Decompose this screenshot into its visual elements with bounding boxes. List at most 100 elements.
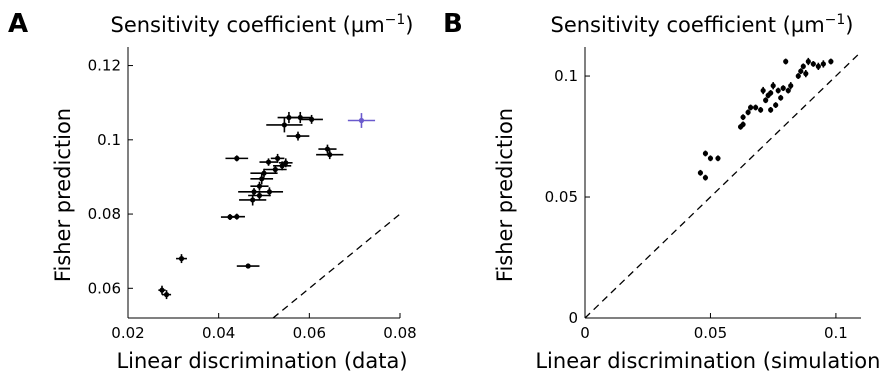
panel-b-point bbox=[773, 102, 779, 108]
panel-a-point bbox=[300, 114, 323, 124]
panel-a-point bbox=[266, 117, 303, 133]
panel-b-point-marker bbox=[770, 83, 776, 89]
panel-b-point-marker bbox=[773, 102, 779, 108]
panel-b-point bbox=[740, 121, 746, 128]
panel-b-point bbox=[760, 86, 766, 95]
panel-a-point bbox=[318, 144, 337, 154]
panel-b-point bbox=[775, 87, 781, 94]
panel-a-point bbox=[250, 168, 278, 178]
panel-b-point bbox=[820, 60, 826, 68]
panel-a-y-tick-label: 0.06 bbox=[88, 279, 121, 297]
panel-a-point bbox=[278, 158, 293, 168]
panel-b-identity-line bbox=[584, 51, 862, 319]
panel-a-point-marker bbox=[256, 192, 263, 199]
panel-a-point-marker bbox=[261, 170, 267, 176]
panel-b-point-marker bbox=[815, 63, 821, 69]
panel-a-point-marker bbox=[295, 133, 301, 139]
panel-b-point-marker bbox=[778, 95, 784, 101]
panel-b-point bbox=[707, 155, 714, 162]
panel-b-point-marker bbox=[697, 170, 704, 176]
panel-b-point bbox=[697, 169, 704, 176]
panel-b-point bbox=[748, 104, 754, 111]
panel-b-point-marker bbox=[740, 114, 746, 120]
panel-a-point bbox=[225, 155, 249, 162]
panel-b-point-marker bbox=[800, 63, 806, 69]
panel-a-point-marker bbox=[265, 159, 272, 165]
panel-b-point-marker bbox=[702, 175, 709, 181]
panel-a-letter: A bbox=[8, 9, 28, 39]
panel-b-point-marker bbox=[748, 104, 754, 111]
panel-b-y-tick-label: 0.1 bbox=[554, 67, 578, 85]
panel-a-x-tick-label: 0.02 bbox=[111, 324, 144, 342]
panel-a-point-marker bbox=[178, 256, 185, 262]
panel-b-xlabel: Linear discrimination (simulation) bbox=[535, 349, 882, 373]
panel-a-point bbox=[270, 153, 285, 163]
panel-b-point bbox=[815, 62, 821, 70]
panel-b-point-marker bbox=[788, 83, 794, 89]
panel-b-point bbox=[758, 107, 764, 113]
panel-a-point-marker bbox=[275, 155, 281, 161]
panel-b-point-marker bbox=[780, 85, 786, 91]
panel-b-y-tick-label: 0 bbox=[568, 309, 578, 327]
panel-b-point-marker bbox=[798, 68, 804, 74]
panel-b-y-tick-label: 0.05 bbox=[545, 188, 578, 206]
panel-b-ylabel: Fisher prediction bbox=[493, 108, 517, 282]
panel-b-point bbox=[740, 114, 746, 121]
panel-a-point bbox=[250, 181, 269, 191]
panel-b-point-marker bbox=[828, 58, 834, 65]
panel-a-point bbox=[259, 158, 278, 166]
panel-b-point-marker bbox=[805, 58, 811, 65]
panel-b-point-marker bbox=[760, 87, 766, 94]
panel-b-point bbox=[768, 107, 774, 113]
panel-a-point-marker bbox=[234, 155, 240, 161]
panel-a-point-marker bbox=[283, 160, 289, 166]
panel-a-point-marker bbox=[272, 166, 278, 173]
panel-a-point-marker bbox=[327, 152, 333, 158]
panel-a-point bbox=[158, 285, 166, 295]
panel-b-title: Sensitivity coefficient (µm−1) bbox=[551, 12, 854, 37]
panel-b-point bbox=[805, 57, 811, 66]
panel-b-point bbox=[783, 58, 789, 65]
panel-b-point bbox=[795, 73, 801, 79]
panel-a-y-tick-label: 0.12 bbox=[88, 57, 121, 75]
panel-b-point-marker bbox=[820, 61, 826, 67]
panel-a-x-tick-label: 0.08 bbox=[383, 324, 416, 342]
panel-b-x-tick-label: 0.05 bbox=[694, 324, 727, 342]
panel-b-point-marker bbox=[783, 58, 789, 65]
panel-b-point bbox=[715, 155, 721, 162]
panel-a-plot: 0.02 0.04 0.06 0.08 0.06 0.08 0.1 0.12 bbox=[88, 47, 417, 342]
panel-a-point bbox=[250, 173, 274, 185]
panel-b-point bbox=[763, 97, 769, 104]
panel-b-point bbox=[768, 90, 774, 96]
panel-b-x-tick-label: 0.1 bbox=[824, 324, 848, 342]
panel-a-point bbox=[236, 263, 260, 269]
panel-a-x-tick-label: 0.06 bbox=[293, 324, 326, 342]
panel-b-plot: 0 0.05 0.1 0 0.05 0.1 bbox=[545, 47, 862, 342]
panel-b-point-marker bbox=[795, 73, 801, 79]
panel-b-point bbox=[800, 63, 806, 70]
panel-a-point bbox=[288, 111, 312, 124]
panel-b-point-marker bbox=[775, 87, 781, 94]
panel-b-point bbox=[788, 82, 794, 90]
panel-b-point bbox=[778, 94, 784, 101]
panel-b-point bbox=[798, 68, 804, 75]
panel-b-point bbox=[780, 85, 786, 92]
panel-a-point-marker bbox=[281, 122, 287, 128]
panel-a-point-marker bbox=[279, 163, 285, 169]
panel-a-point-marker bbox=[159, 287, 165, 293]
panel-b-point-marker bbox=[745, 109, 751, 115]
panel-b-point bbox=[810, 61, 816, 67]
panel-b-letter: B bbox=[443, 9, 463, 39]
panel-b-point-marker bbox=[785, 87, 791, 94]
panel-b-point-marker bbox=[768, 90, 774, 96]
panel-b-point-marker bbox=[803, 71, 809, 77]
panel-a-point-marker bbox=[234, 214, 240, 220]
panel-a-point bbox=[316, 150, 344, 160]
panel-a-y-tick-label: 0.1 bbox=[97, 131, 121, 149]
panel-b-point-marker bbox=[763, 97, 769, 103]
panel-a-point bbox=[162, 290, 172, 300]
panel-a-point-marker bbox=[245, 263, 251, 269]
panel-a-point bbox=[286, 131, 310, 141]
panel-a-point-marker bbox=[256, 183, 263, 189]
